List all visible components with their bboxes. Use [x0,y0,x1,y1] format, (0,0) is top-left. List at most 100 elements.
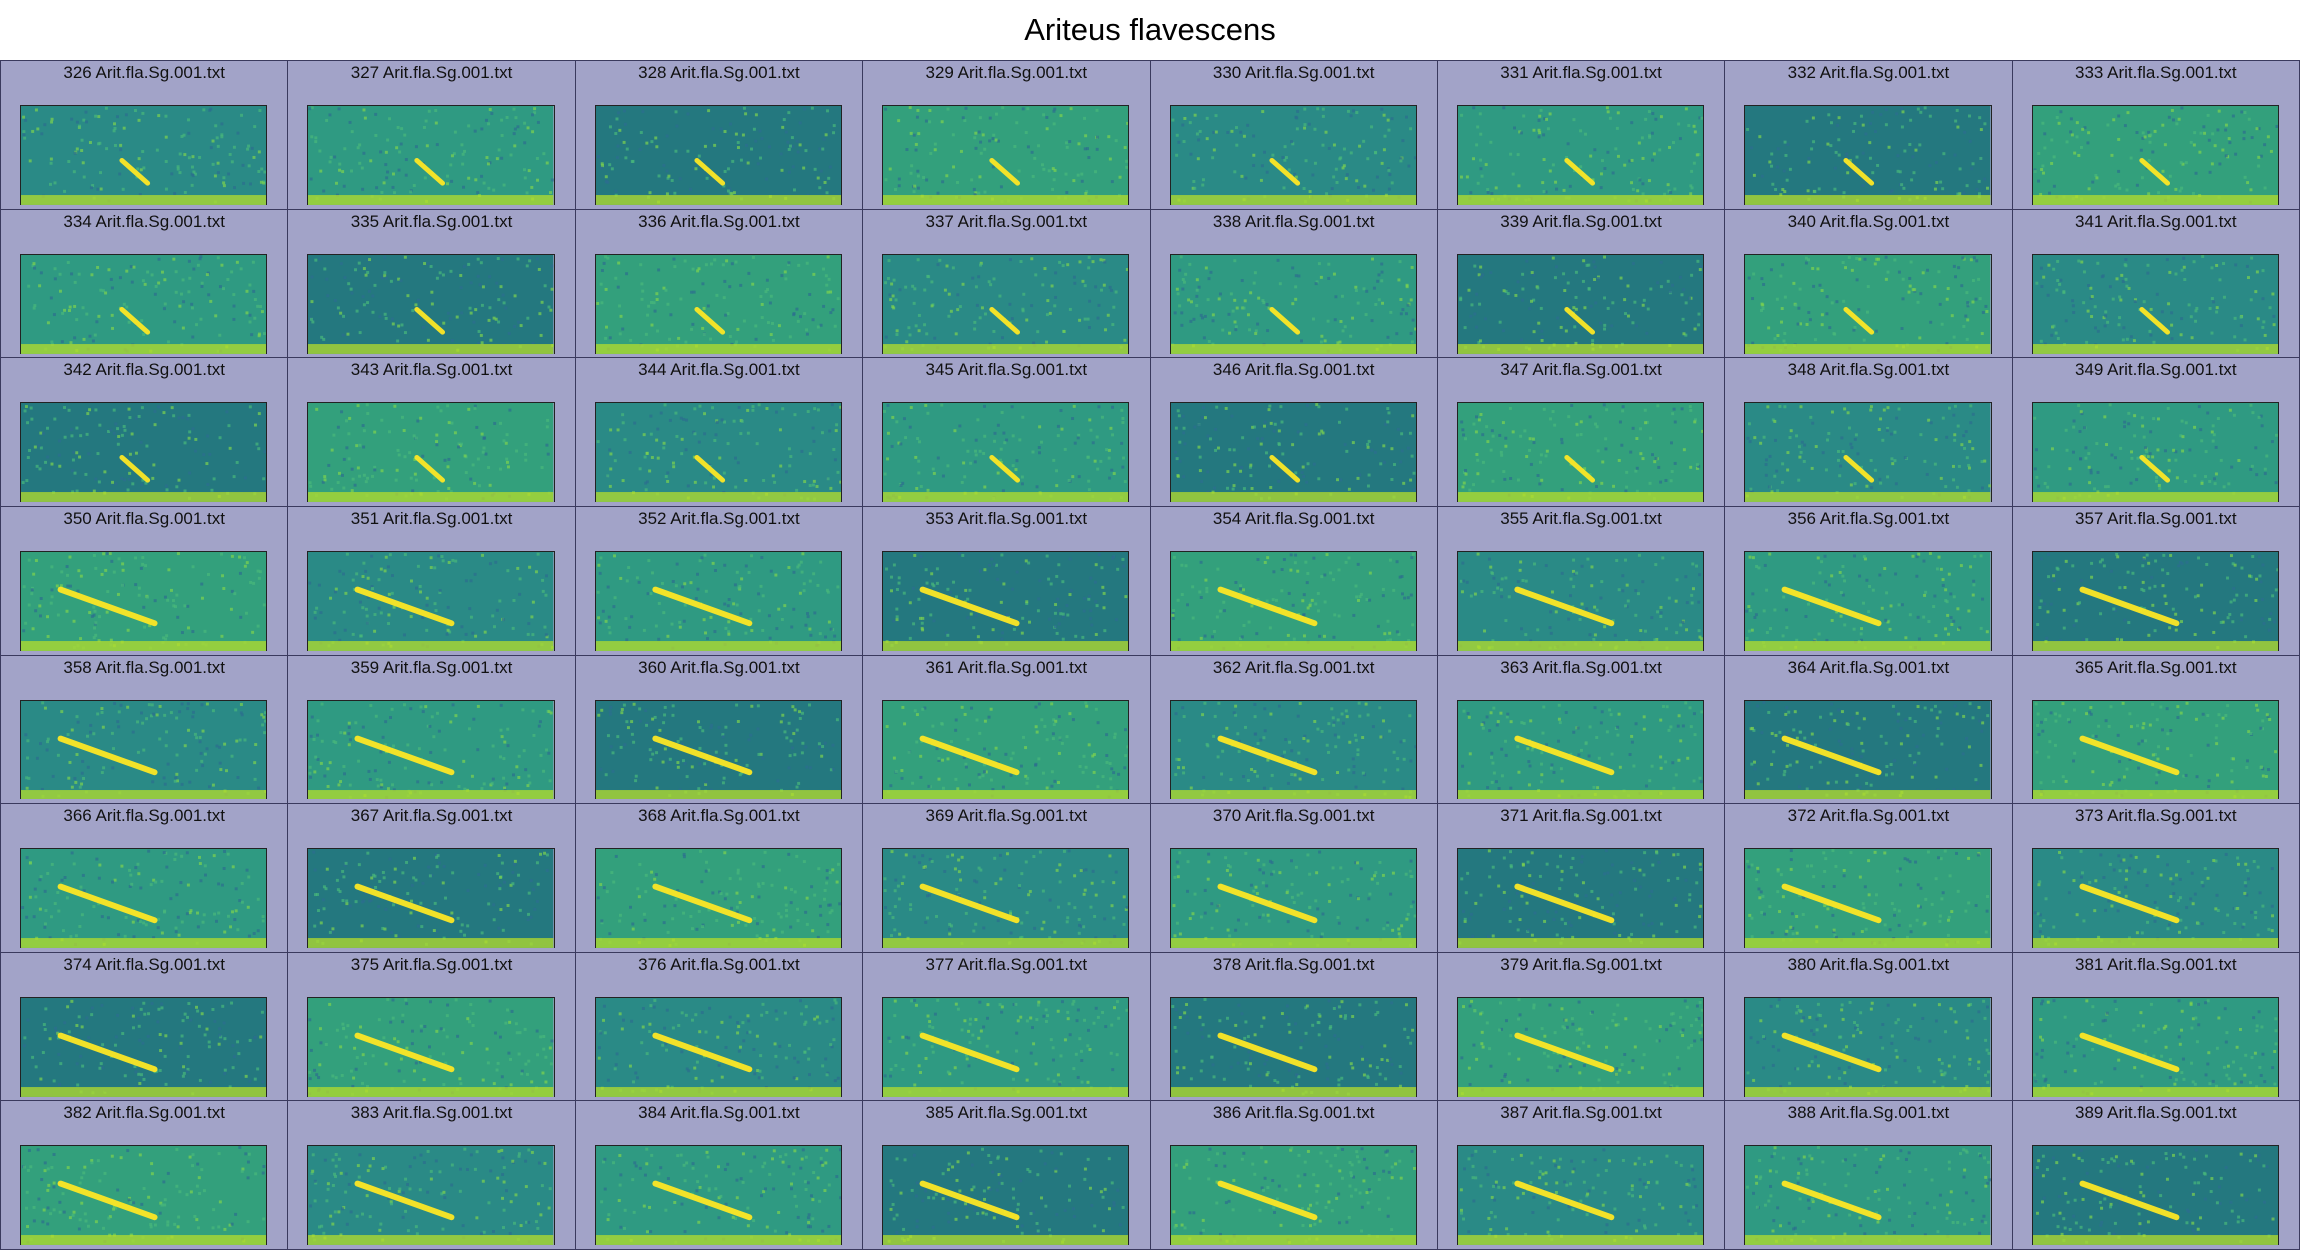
panel-label: 374 Arit.fla.Sg.001.txt [63,954,225,974]
spectrogram-image [20,699,268,800]
spectrogram-image [882,402,1130,503]
spectrogram-panel: 379 Arit.fla.Sg.001.txt [1437,952,1725,1101]
spectrogram-panel: 355 Arit.fla.Sg.001.txt [1437,506,1725,655]
spectrogram-image [594,105,843,205]
spectrogram-image [1169,550,1417,651]
panel-label: 327 Arit.fla.Sg.001.txt [350,63,513,82]
spectrogram-panel: 348 Arit.fla.Sg.001.txt [1725,358,2012,506]
spectrogram-panel: 388 Arit.fla.Sg.001.txt [1725,1101,2012,1249]
spectrogram-image [20,1145,268,1246]
spectrogram-image [1169,1145,1417,1246]
spectrogram-image [1744,253,1992,354]
spectrogram-panel: 370 Arit.fla.Sg.001.txt [1150,804,1437,952]
spectrogram-image [20,550,268,651]
spectrogram-panel: 356 Arit.fla.Sg.001.txt [1725,506,2012,655]
panel-label: 370 Arit.fla.Sg.001.txt [1212,806,1375,826]
spectrogram-panel: 328 Arit.fla.Sg.001.txt [575,61,863,209]
spectrogram-panel: 337 Arit.fla.Sg.001.txt [863,209,1150,358]
panel-label: 326 Arit.fla.Sg.001.txt [63,63,225,82]
spectrogram-panel: 361 Arit.fla.Sg.001.txt [863,655,1150,804]
spectrogram-panel: 338 Arit.fla.Sg.001.txt [1150,209,1437,358]
spectrogram-image [1456,402,1705,503]
panel-label: 363 Arit.fla.Sg.001.txt [1500,657,1662,677]
spectrogram-image [1744,1145,1992,1246]
spectrogram-panel: 367 Arit.fla.Sg.001.txt [288,804,575,952]
panel-label: 361 Arit.fla.Sg.001.txt [925,657,1088,677]
panel-label: 336 Arit.fla.Sg.001.txt [638,211,800,231]
spectrogram-panel: 334 Arit.fla.Sg.001.txt [1,209,288,358]
spectrogram-panel: 346 Arit.fla.Sg.001.txt [1150,358,1437,506]
spectrogram-panel: 350 Arit.fla.Sg.001.txt [1,506,288,655]
spectrogram-panel: 345 Arit.fla.Sg.001.txt [863,358,1150,506]
panel-label: 338 Arit.fla.Sg.001.txt [1212,211,1375,231]
panel-label: 373 Arit.fla.Sg.001.txt [2075,806,2237,826]
spectrogram-panel: 331 Arit.fla.Sg.001.txt [1437,61,1725,209]
panel-label: 372 Arit.fla.Sg.001.txt [1787,806,1950,826]
spectrogram-panel: 335 Arit.fla.Sg.001.txt [288,209,575,358]
panel-label: 351 Arit.fla.Sg.001.txt [350,508,513,528]
spectrogram-image [882,1145,1130,1246]
spectrogram-panel: 380 Arit.fla.Sg.001.txt [1725,952,2012,1101]
spectrogram-panel: 333 Arit.fla.Sg.001.txt [2012,61,2299,209]
spectrogram-panel: 351 Arit.fla.Sg.001.txt [288,506,575,655]
spectrogram-image [882,105,1130,205]
figure-title: Ariteus flavescens [1024,12,1276,47]
spectrogram-image [594,848,843,949]
spectrogram-panel: 369 Arit.fla.Sg.001.txt [863,804,1150,952]
spectrogram-panel: 373 Arit.fla.Sg.001.txt [2012,804,2299,952]
panel-label: 382 Arit.fla.Sg.001.txt [63,1103,225,1123]
spectrogram-panel: 347 Arit.fla.Sg.001.txt [1437,358,1725,506]
spectrogram-panel: 339 Arit.fla.Sg.001.txt [1437,209,1725,358]
spectrogram-image [307,105,555,205]
spectrogram-image [1456,253,1705,354]
spectrogram-panel: 381 Arit.fla.Sg.001.txt [2012,952,2299,1101]
spectrogram-panel: 352 Arit.fla.Sg.001.txt [575,506,863,655]
spectrogram-panel: 377 Arit.fla.Sg.001.txt [863,952,1150,1101]
panel-label: 346 Arit.fla.Sg.001.txt [1212,360,1375,380]
spectrogram-image [882,550,1130,651]
spectrogram-image [1169,996,1417,1097]
spectrogram-panel: 340 Arit.fla.Sg.001.txt [1725,209,2012,358]
spectrogram-image [1169,253,1417,354]
spectrogram-image [1744,848,1992,949]
spectrogram-image [1169,402,1417,503]
spectrogram-panel: 368 Arit.fla.Sg.001.txt [575,804,863,952]
panel-label: 356 Arit.fla.Sg.001.txt [1787,508,1950,528]
spectrogram-panel: 358 Arit.fla.Sg.001.txt [1,655,288,804]
panel-label: 381 Arit.fla.Sg.001.txt [2075,954,2237,974]
panel-label: 344 Arit.fla.Sg.001.txt [638,360,800,380]
spectrogram-panel: 371 Arit.fla.Sg.001.txt [1437,804,1725,952]
spectrogram-panel: 366 Arit.fla.Sg.001.txt [1,804,288,952]
spectrogram-image [2031,699,2279,800]
spectrogram-image [307,402,555,503]
spectrogram-image [1456,1145,1705,1246]
spectrogram-panel: 374 Arit.fla.Sg.001.txt [1,952,288,1101]
spectrogram-image [1456,550,1705,651]
panel-label: 368 Arit.fla.Sg.001.txt [638,806,800,826]
spectrogram-image [1169,105,1417,205]
spectrogram-panel: 375 Arit.fla.Sg.001.txt [288,952,575,1101]
panel-label: 377 Arit.fla.Sg.001.txt [925,954,1088,974]
spectrogram-image [2031,996,2279,1097]
spectrogram-image [2031,848,2279,949]
spectrogram-image [1169,848,1417,949]
spectrogram-grid: 326 Arit.fla.Sg.001.txt 327 Arit.fla.Sg.0… [0,60,2300,1250]
panel-label: 376 Arit.fla.Sg.001.txt [638,954,800,974]
spectrogram-panel: 341 Arit.fla.Sg.001.txt [2012,209,2299,358]
spectrogram-panel: 364 Arit.fla.Sg.001.txt [1725,655,2012,804]
panel-label: 334 Arit.fla.Sg.001.txt [63,211,225,231]
spectrogram-panel: 336 Arit.fla.Sg.001.txt [575,209,863,358]
spectrogram-panel: 385 Arit.fla.Sg.001.txt [863,1101,1150,1249]
panel-label: 380 Arit.fla.Sg.001.txt [1787,954,1950,974]
spectrogram-image [307,848,555,949]
panel-label: 389 Arit.fla.Sg.001.txt [2075,1103,2237,1123]
spectrogram-panel: 365 Arit.fla.Sg.001.txt [2012,655,2299,804]
spectrogram-panel: 327 Arit.fla.Sg.001.txt [288,61,575,209]
spectrogram-image [594,996,843,1097]
spectrogram-panel: 332 Arit.fla.Sg.001.txt [1725,61,2012,209]
spectrogram-panel: 386 Arit.fla.Sg.001.txt [1150,1101,1437,1249]
panel-label: 335 Arit.fla.Sg.001.txt [350,211,513,231]
panel-label: 332 Arit.fla.Sg.001.txt [1787,63,1950,82]
spectrogram-panel: 362 Arit.fla.Sg.001.txt [1150,655,1437,804]
panel-label: 342 Arit.fla.Sg.001.txt [63,360,225,380]
